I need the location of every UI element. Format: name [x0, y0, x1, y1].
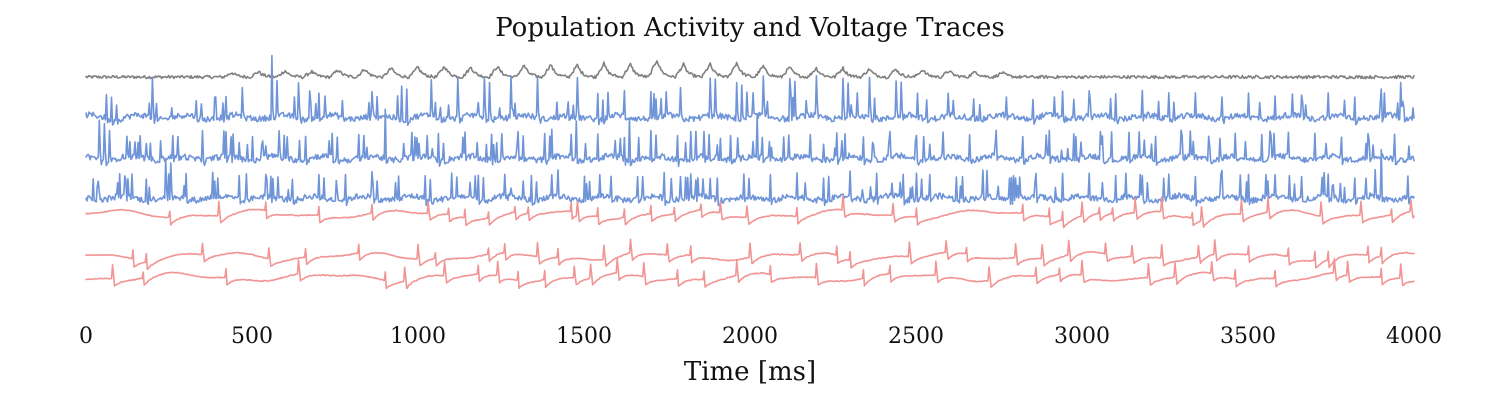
plot-area: [85, 54, 1415, 290]
x-tick-label: 3000: [1054, 324, 1110, 349]
x-axis-label: Time [ms]: [684, 357, 816, 387]
chart-title: Population Activity and Voltage Traces: [495, 13, 1005, 43]
trace-excitatory-4: [85, 148, 1415, 207]
x-tick-label: 2500: [888, 324, 944, 349]
x-tick-label: 1000: [390, 324, 446, 349]
x-tick-label: 3500: [1220, 324, 1276, 349]
trace-inhibitory-6: [85, 238, 1415, 270]
x-tick-label: 0: [79, 324, 93, 349]
x-tick-label: 1500: [556, 324, 612, 349]
trace-excitatory-2: [85, 54, 1415, 126]
x-axis-ticks: 0 500 1000 1500 2000 2500 3000 3500 4000: [79, 324, 1442, 349]
x-tick-label: 500: [231, 324, 273, 349]
x-tick-label: 2000: [722, 324, 778, 349]
x-tick-label: 4000: [1386, 324, 1442, 349]
trace-inhibitory-7: [85, 257, 1415, 290]
trace-excitatory-3: [85, 108, 1415, 167]
trace-inhibitory-5: [85, 194, 1415, 229]
trace-population-1: [85, 60, 1415, 80]
